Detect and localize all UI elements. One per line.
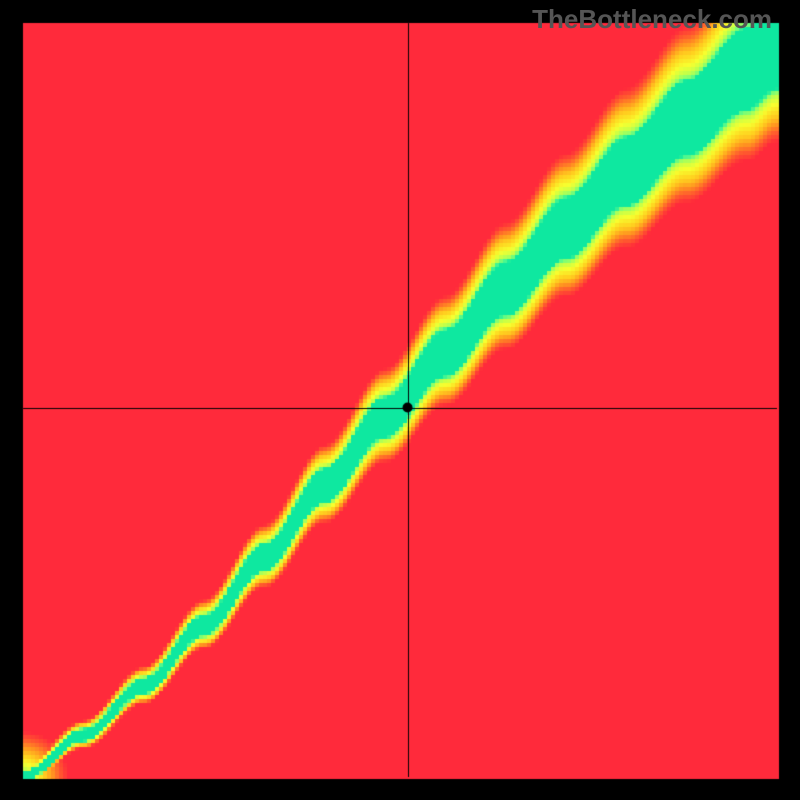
overlay-canvas	[0, 0, 800, 800]
chart-container: TheBottleneck.com	[0, 0, 800, 800]
